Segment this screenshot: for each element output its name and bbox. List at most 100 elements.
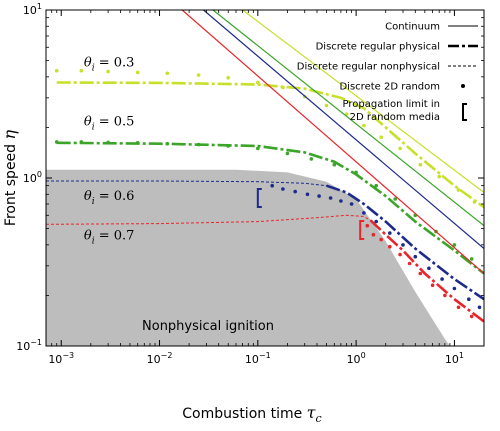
x-axis-label: Combustion time τc [182, 403, 321, 425]
continuum-line [181, 10, 484, 274]
random-point [317, 194, 321, 198]
random-point [379, 237, 384, 242]
random-point [270, 183, 275, 188]
random-point [196, 142, 201, 147]
random-point [440, 277, 444, 281]
physical-line [56, 81, 484, 209]
series-1 [54, 10, 484, 275]
legend-label: Continuum [385, 22, 440, 33]
random-point [196, 73, 201, 77]
propagation-limit-bracket [256, 188, 262, 209]
random-point [472, 200, 477, 204]
random-point [339, 199, 343, 203]
random-point [165, 141, 170, 146]
random-point [467, 297, 471, 302]
nonphysical-line [46, 214, 371, 225]
y-tick-label: 100 [23, 170, 42, 185]
random-point [135, 141, 140, 145]
region-label: Nonphysical ignition [142, 319, 274, 334]
theta-label: θi = 0.3 [84, 56, 135, 74]
random-point [226, 144, 230, 148]
random-point [255, 80, 260, 85]
nonphysical-region [46, 169, 450, 346]
x-tick-label: 100 [347, 351, 366, 366]
random-point [452, 243, 457, 247]
random-point [379, 135, 384, 139]
theta-label: θi = 0.5 [84, 115, 135, 133]
legend-label: Discrete 2D random [339, 82, 440, 93]
series-3 [46, 10, 484, 323]
random-point [305, 192, 310, 197]
random-point [427, 266, 431, 271]
random-point [354, 170, 358, 175]
random-point [452, 286, 457, 291]
series-2 [46, 10, 484, 310]
y-tick-label: 10−1 [16, 338, 42, 353]
random-point [398, 146, 402, 151]
legend-label: Discrete regular physical [316, 42, 440, 53]
theta-label: θi = 0.6 [84, 189, 135, 207]
y-axis-label: Front speed η [0, 129, 19, 226]
random-point [281, 85, 285, 90]
random-point [226, 76, 230, 80]
random-point [362, 211, 366, 215]
legend: Continuum Discrete regular physical Discre… [297, 22, 478, 123]
physical-line [326, 184, 484, 301]
random-point [456, 305, 461, 310]
nonphysical-line [46, 180, 327, 187]
random-point [281, 187, 285, 191]
random-point [328, 196, 333, 200]
physical-line [56, 141, 484, 275]
legend-label: Discrete regular nonphysical [297, 62, 440, 73]
x-tick-label: 10−2 [147, 351, 173, 366]
random-point [293, 189, 298, 194]
random-point [79, 68, 84, 73]
random-point [349, 202, 354, 206]
axis-ticks: 10−3 10−2 10−1 100 101 10−1 100 101 [16, 2, 484, 366]
continuum-line [242, 10, 484, 193]
physical-line [369, 219, 484, 323]
series-annotations: θi = 0.3 θi = 0.5 θi = 0.6 θi = 0.7 [84, 56, 135, 247]
random-point [398, 252, 402, 257]
random-point [324, 103, 329, 108]
random-point [407, 261, 412, 266]
random-point [135, 70, 140, 75]
random-point [332, 162, 337, 167]
random-point [165, 71, 170, 76]
random-point [388, 244, 392, 249]
random-point [79, 140, 84, 144]
continuum-line [203, 10, 484, 250]
legend-point-swatch [461, 84, 465, 88]
random-point [477, 305, 482, 310]
random-point [106, 140, 110, 145]
random-point [388, 231, 392, 235]
propagation-limit-bracket [359, 220, 365, 241]
random-point [374, 219, 379, 224]
random-point [443, 293, 447, 298]
random-point [285, 151, 290, 156]
random-point [362, 123, 366, 128]
random-point [365, 223, 370, 228]
random-point [401, 243, 405, 247]
legend-bracket-swatch [462, 103, 467, 121]
random-point [54, 140, 59, 144]
random-point [393, 197, 398, 201]
random-point [413, 254, 418, 259]
random-point [469, 257, 474, 261]
random-point [437, 174, 442, 179]
continuum-line [212, 10, 484, 227]
random-point [371, 232, 376, 237]
random-point [418, 271, 423, 276]
random-point [456, 188, 461, 192]
random-point [374, 183, 379, 188]
x-tick-label: 10−1 [245, 351, 271, 366]
random-point [469, 314, 474, 319]
x-tick-label: 10−3 [48, 351, 74, 366]
y-tick-label: 101 [23, 2, 42, 17]
random-point [418, 162, 423, 167]
random-point [54, 68, 59, 73]
theta-label: θi = 0.7 [84, 229, 135, 247]
random-point [255, 146, 260, 151]
random-point [430, 283, 435, 288]
